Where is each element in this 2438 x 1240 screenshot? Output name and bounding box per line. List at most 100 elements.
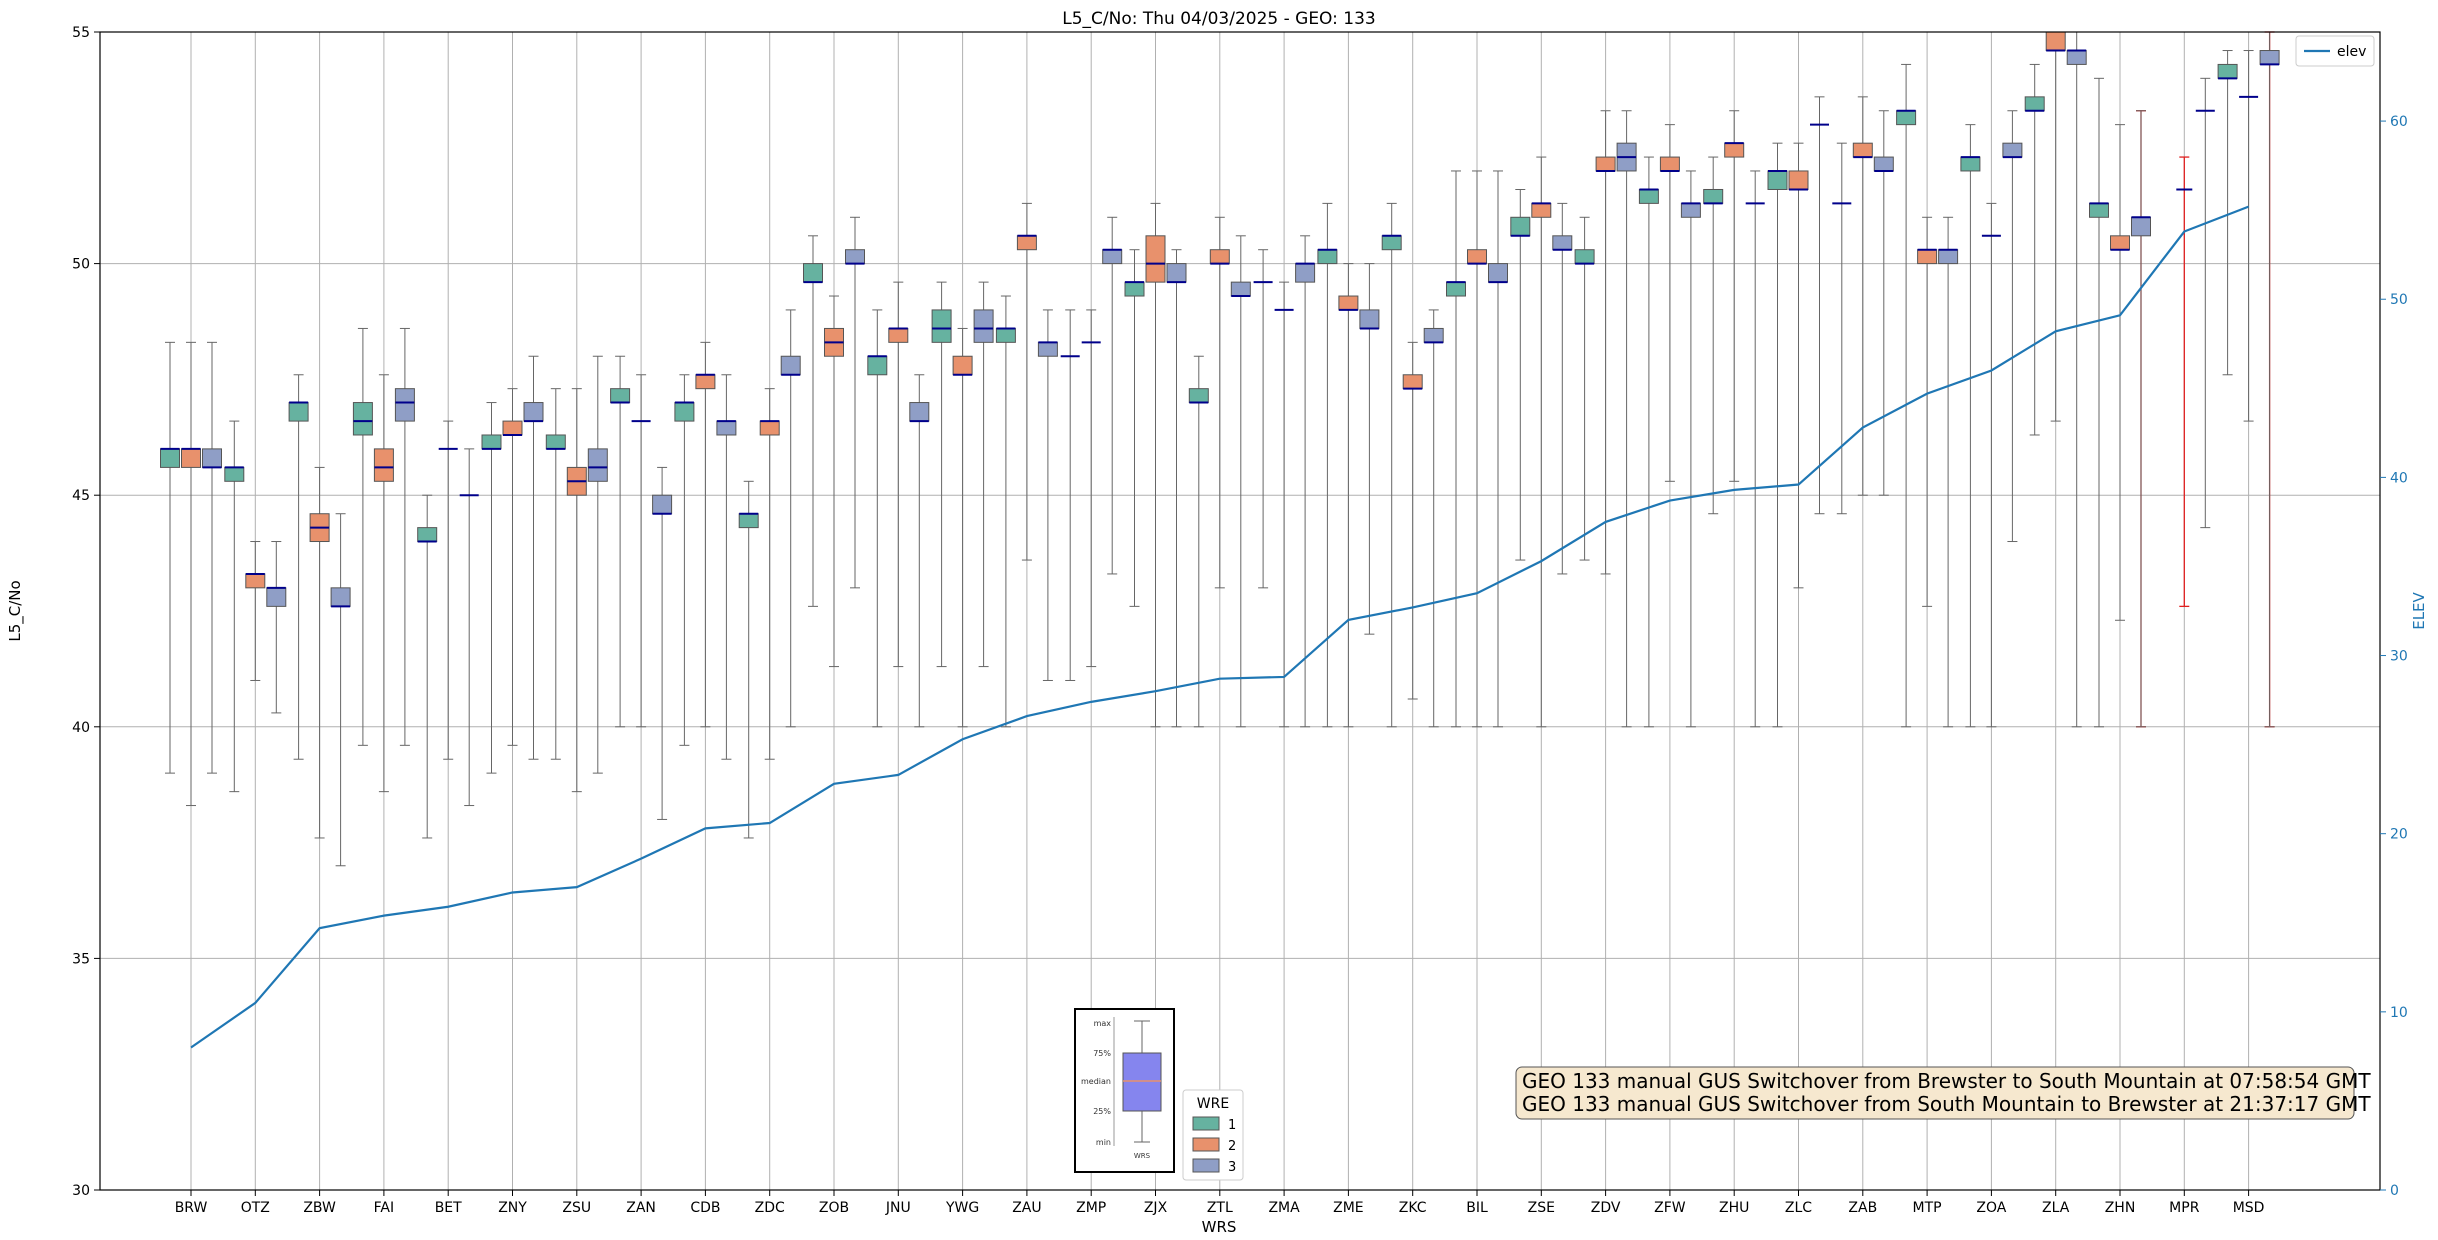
x-tick-label: ZOA [1976,1200,2006,1216]
box-iqr [652,494,673,515]
box-zjx-wre3 [1166,249,1187,728]
box-zme-wre3 [1359,263,1380,635]
box-iqr [1016,235,1037,251]
x-tick-label: ZFW [1654,1200,1686,1216]
box-zob-wre2 [824,295,844,668]
box-zkc-wre3 [1423,309,1444,728]
box-zfw-wre3 [1680,170,1701,728]
box-zhu-wre1 [1703,156,1724,515]
y2-tick-label: 30 [2390,649,2408,665]
x-tick-label: ZHN [2105,1200,2136,1216]
x-tick-label: ZHU [1719,1200,1749,1216]
box-zlc-wre2 [1788,142,1809,589]
box-ztl-wre1 [1188,355,1209,728]
box-iqr [1124,281,1145,297]
box-iqr [2089,202,2109,218]
elev-legend-label: elev [2337,44,2366,60]
box-iqr [1402,374,1423,390]
wre-legend: WRE 1 2 3 [1182,1089,1244,1181]
box-mtp-wre2 [1917,216,1938,607]
box-iqr [1188,388,1209,404]
axes-frame [99,31,2381,1191]
y-axis-ticks: 30 35 40 45 50 55 [72,25,100,1199]
box-iqr [1703,188,1724,204]
box-bet-wre3 [459,448,479,807]
box-msd-wre3 [2259,31,2280,728]
box-iqr [1338,295,1359,311]
box-zdc-wre2 [759,388,780,760]
box-iqr [394,388,415,422]
box-zma-wre2 [1274,281,1294,728]
box-iqr [1960,156,1981,172]
x-tick-label: ZOB [819,1200,849,1216]
y2-tick-label: 10 [2390,1005,2408,1021]
box-bil-wre3 [1488,170,1508,728]
box-iqr [1359,309,1380,329]
box-zjx-wre1 [1124,249,1145,607]
box-iqr [695,374,716,390]
box-iqr [2110,235,2130,251]
box-iqr [1552,235,1573,251]
box-zhu-wre2 [1724,110,1745,482]
box-iqr [2045,31,2066,52]
wre-legend-swatch [1192,1137,1220,1152]
x-tick-label: OTZ [241,1200,270,1216]
box-ywg-wre2 [952,327,973,728]
elev-series-line [190,205,2249,1049]
box-ywg-wre1 [931,281,952,668]
box-cdb-wre3 [716,374,737,760]
box-iqr [181,448,201,468]
box-fai-wre2 [373,374,394,793]
box-plot-series [160,31,2280,867]
inset-label-wrs: WRS [1134,1152,1151,1160]
box-iqr [1531,202,1552,218]
box-zdv-wre2 [1595,110,1616,575]
box-ztl-wre3 [1230,235,1251,728]
box-iqr [1896,110,1917,126]
box-iqr [1938,249,1959,265]
box-zdv-wre3 [1616,110,1637,728]
box-msd-wre2 [2239,50,2259,422]
box-mtp-wre1 [1896,63,1917,728]
box-iqr [1446,281,1466,297]
box-zmp-wre1 [1060,309,1080,681]
x-tick-label: MPR [2169,1200,2200,1216]
legend-inset-image: max 75% median 25% min WRS [1074,1008,1175,1173]
box-zhn-wre3 [2131,110,2151,728]
box-brw-wre2 [181,341,201,807]
box-cdb-wre2 [695,341,716,728]
box-iqr [2259,50,2280,65]
x-tick-label: ZDV [1591,1200,1621,1216]
y-tick-label: 30 [72,1183,90,1199]
box-zdv-wre1 [1574,216,1595,561]
chart-title: L5_C/No: Thu 04/03/2025 - GEO: 133 [1062,9,1375,29]
box-zmp-wre3 [1102,216,1123,575]
box-iqr [1209,249,1230,265]
box-iqr [481,434,502,450]
x-tick-label: ZMA [1268,1200,1300,1216]
box-iqr [1467,249,1487,265]
box-zdc-wre3 [780,309,801,728]
box-bet-wre2 [438,420,458,760]
box-zan-wre2 [631,374,651,728]
box-zme-wre2 [1338,263,1359,728]
y-tick-label: 55 [72,25,90,41]
box-iqr [1230,281,1251,297]
x-tick-label: ZME [1333,1200,1364,1216]
y2-axis-ticks: 0 10 20 30 40 50 60 [2380,114,2408,1199]
y2-tick-label: 20 [2390,827,2408,843]
x-tick-label: ZSE [1528,1200,1555,1216]
x-tick-label: ZTL [1207,1200,1233,1216]
box-zab-wre1 [1832,142,1852,515]
box-iqr [1873,156,1894,172]
box-iqr [1767,170,1788,190]
box-zma-wre1 [1253,249,1273,589]
wre-legend-label: 3 [1228,1160,1236,1175]
box-iqr [202,448,222,468]
x-tick-label: MSD [2233,1200,2265,1216]
box-zfw-wre1 [1638,156,1659,728]
x-tick-label: CDB [690,1200,720,1216]
box-iqr [245,573,266,589]
box-iqr [995,327,1016,343]
x-tick-label: ZLC [1785,1200,1812,1216]
